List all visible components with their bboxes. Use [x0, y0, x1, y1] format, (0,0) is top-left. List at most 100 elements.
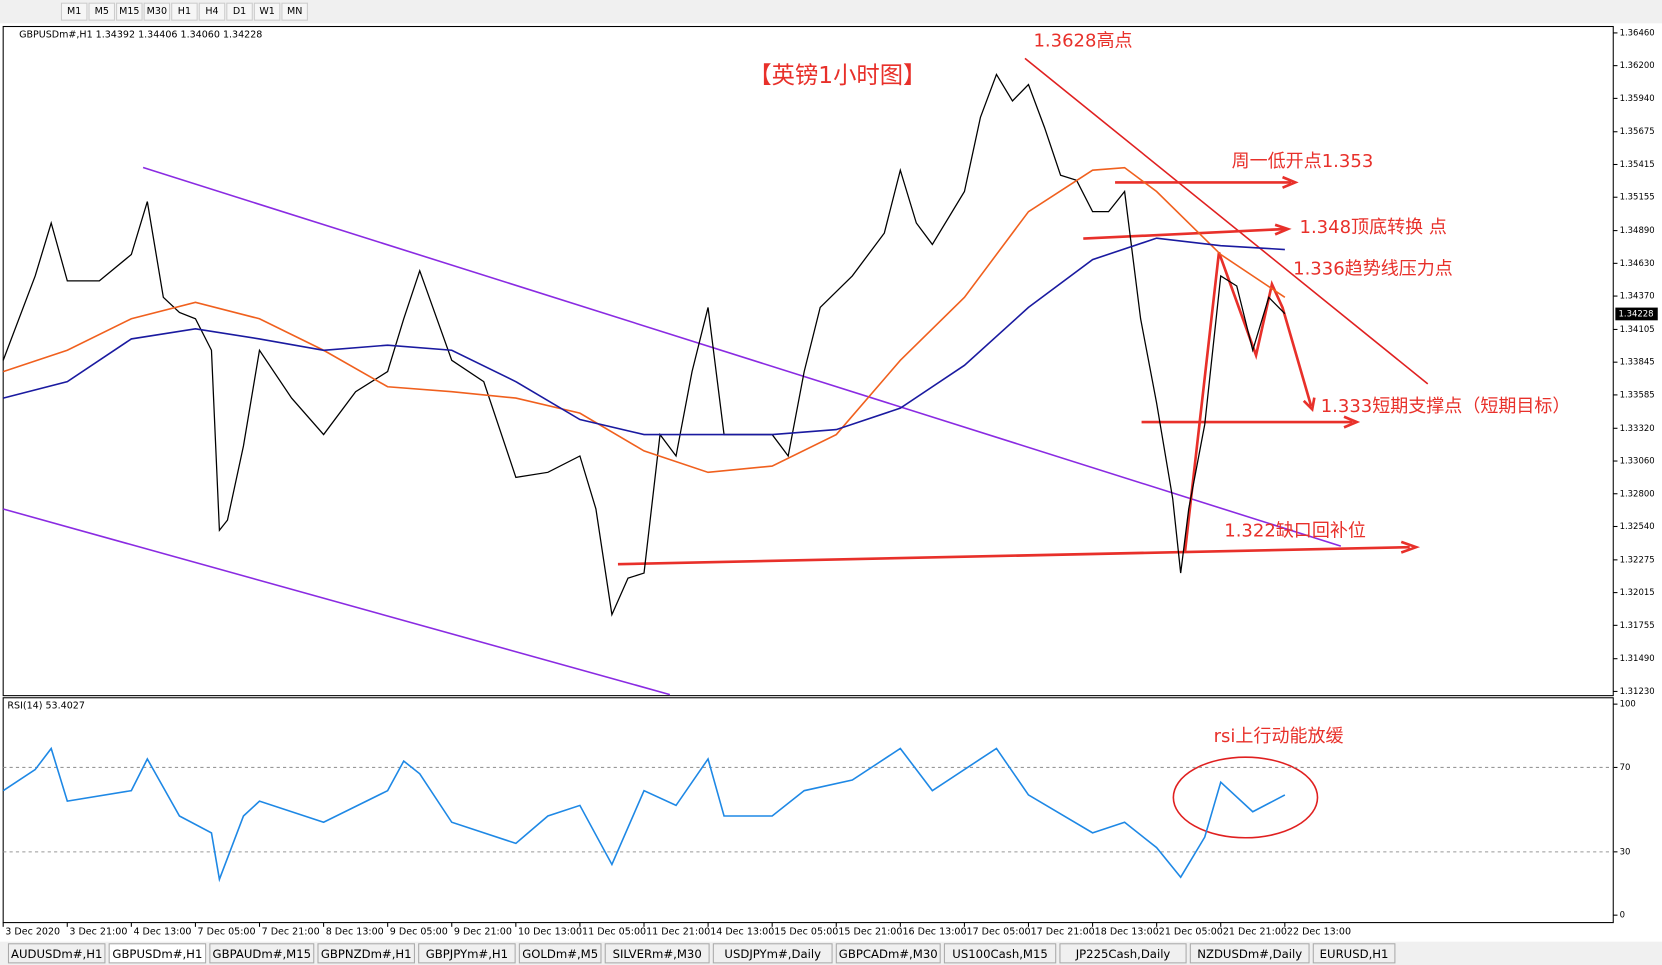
y-tick-label: 1.34630: [1620, 258, 1655, 268]
arrow-head: [1282, 175, 1299, 189]
timeframe-label[interactable]: M1: [67, 6, 81, 17]
tab[interactable]: [209, 943, 315, 964]
tab-label[interactable]: EURUSD,H1: [1320, 947, 1389, 961]
y-tick-label: 1.33845: [1620, 357, 1655, 367]
y-tick-label: 100: [1620, 699, 1636, 709]
chart-title: 【英镑1小时图】: [748, 62, 926, 89]
y-tick-label: 1.34105: [1620, 324, 1655, 334]
y-tick-label: 1.32015: [1620, 587, 1655, 597]
annotation: 1.333短期支撑点（短期目标）: [1321, 396, 1571, 417]
tab-label[interactable]: US100Cash,M15: [952, 947, 1047, 961]
timeframe-button[interactable]: [88, 2, 116, 21]
tab[interactable]: [1312, 943, 1396, 964]
path-arrow: [1183, 251, 1313, 552]
y-tick-label: 30: [1620, 846, 1631, 856]
y-tick-label: 70: [1620, 762, 1631, 772]
x-tick-label: 3 Dec 2020: [5, 927, 60, 938]
timeframe-label[interactable]: D1: [233, 6, 246, 17]
timeframe-button[interactable]: [226, 2, 253, 21]
y-tick-label: 1.31490: [1620, 653, 1655, 663]
timeframe-button[interactable]: [143, 2, 171, 21]
annotation: 周一低开点1.353: [1232, 151, 1374, 172]
y-tick-label: 1.35940: [1620, 93, 1655, 103]
toolbar: [0, 0, 1662, 24]
channel-line: [142, 166, 1342, 547]
tab-label[interactable]: GBPCADm#,M30: [839, 947, 938, 961]
timeframe-label[interactable]: H1: [178, 6, 191, 17]
tab[interactable]: [108, 943, 207, 964]
tab-label[interactable]: GOLDm#,M5: [522, 947, 598, 961]
x-tick-label: 15 Dec 05:00: [774, 927, 838, 938]
timeframe-label[interactable]: M30: [147, 6, 167, 17]
x-tick-label: 7 Dec 05:00: [198, 927, 256, 938]
arrow-head: [1302, 397, 1316, 413]
price-marker-label: 1.34228: [1619, 308, 1654, 318]
timeframe-label[interactable]: M15: [119, 6, 139, 17]
channel-line: [2, 508, 671, 696]
tab[interactable]: [943, 943, 1057, 964]
tab-label[interactable]: USDJPYm#,Daily: [724, 947, 821, 961]
x-tick-label: 17 Dec 21:00: [1031, 927, 1095, 938]
x-tick-label: 21 Dec 05:00: [1159, 927, 1223, 938]
tab[interactable]: [7, 943, 106, 964]
series-line: [2, 237, 1285, 436]
timeframe-button[interactable]: [198, 2, 226, 21]
arrow-head: [1400, 540, 1421, 554]
timeframe-label[interactable]: W1: [259, 6, 274, 17]
x-tick-label: 4 Dec 13:00: [133, 927, 191, 938]
rsi-panel: [2, 697, 1614, 924]
x-tick-label: 14 Dec 13:00: [710, 927, 774, 938]
tab[interactable]: [835, 943, 941, 964]
x-tick-label: 11 Dec 05:00: [582, 927, 646, 938]
tab-label[interactable]: SILVERm#,M30: [613, 947, 702, 961]
x-tick-label: 8 Dec 13:00: [326, 927, 384, 938]
x-tick-label: 9 Dec 05:00: [390, 927, 448, 938]
y-tick-label: 1.31230: [1620, 686, 1655, 696]
symbol-header: GBPUSDm#,H1 1.34392 1.34406 1.34060 1.34…: [19, 29, 262, 40]
y-tick-label: 1.32800: [1620, 488, 1655, 498]
timeframe-button[interactable]: [253, 2, 281, 21]
timeframe-button[interactable]: [281, 2, 308, 21]
arrow-head: [1343, 415, 1361, 429]
y-tick-label: 1.32540: [1620, 521, 1655, 531]
x-tick-label: 7 Dec 21:00: [262, 927, 320, 938]
timeframe-label[interactable]: M5: [95, 6, 109, 17]
timeframe-button[interactable]: [60, 2, 88, 21]
annotation: rsi上行动能放缓: [1214, 726, 1344, 747]
tab-label[interactable]: NZDUSDm#,Daily: [1197, 947, 1302, 961]
indicator-label: RSI(14) 53.4027: [7, 701, 84, 712]
tab-label[interactable]: GBPNZDm#,H1: [321, 947, 412, 961]
y-tick-label: 1.32275: [1620, 554, 1655, 564]
trend-line: [1024, 57, 1429, 385]
tab[interactable]: [712, 943, 833, 964]
tab[interactable]: [604, 943, 710, 964]
tab-label[interactable]: JP225Cash,Daily: [1075, 947, 1171, 961]
timeframe-button[interactable]: [171, 2, 198, 21]
x-tick-label: 22 Dec 13:00: [1287, 927, 1351, 938]
tab-label[interactable]: AUDUSDm#,H1: [11, 947, 102, 961]
tab[interactable]: [518, 943, 602, 964]
tab[interactable]: [418, 943, 516, 964]
y-tick-label: 1.36460: [1620, 27, 1655, 37]
tab[interactable]: [1189, 943, 1310, 964]
annotation: 1.348顶底转换 点: [1299, 217, 1446, 238]
y-tick-label: 1.33585: [1620, 389, 1655, 399]
y-tick-label: 1.35155: [1620, 192, 1655, 202]
timeframe-button[interactable]: [116, 2, 143, 21]
tab-label[interactable]: GBPJPYm#,H1: [426, 947, 508, 961]
tab[interactable]: [317, 943, 415, 964]
x-tick-label: 3 Dec 21:00: [69, 927, 127, 938]
y-tick-label: 1.34890: [1620, 225, 1655, 235]
series-line: [2, 746, 1286, 883]
timeframe-label[interactable]: MN: [287, 6, 302, 17]
tab-label[interactable]: GBPAUDm#,M15: [213, 947, 311, 961]
tab-label[interactable]: GBPUSDm#,H1: [112, 947, 202, 961]
timeframe-label[interactable]: H4: [205, 6, 218, 17]
y-tick-label: 1.33320: [1620, 423, 1655, 433]
price-panel: [2, 25, 1614, 697]
x-tick-label: 21 Dec 21:00: [1223, 927, 1287, 938]
arrow: [1083, 227, 1285, 240]
x-tick-label: 17 Dec 05:00: [967, 927, 1031, 938]
tab[interactable]: [1059, 943, 1187, 964]
